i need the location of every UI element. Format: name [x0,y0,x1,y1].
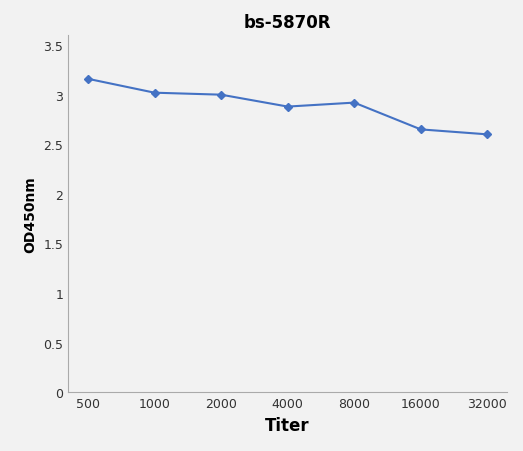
Y-axis label: OD450nm: OD450nm [24,176,38,253]
X-axis label: Titer: Titer [265,416,310,434]
Title: bs-5870R: bs-5870R [244,14,332,32]
